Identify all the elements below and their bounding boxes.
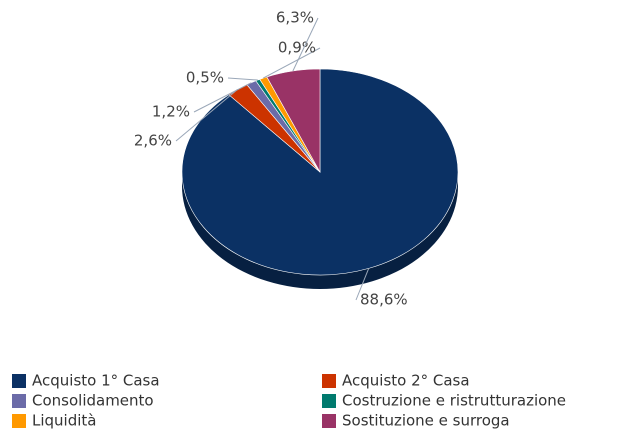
legend-swatch (12, 374, 26, 388)
legend-label: Costruzione e ristrutturazione (342, 392, 566, 410)
label-connector (292, 17, 319, 72)
legend-swatch (322, 374, 336, 388)
label-connector (193, 82, 252, 113)
legend-label: Consolidamento (32, 392, 154, 410)
data-label: 0,9% (278, 39, 316, 57)
legend-label: Sostituzione e surroga (342, 412, 510, 430)
label-connector (175, 89, 238, 142)
label-connector (355, 268, 370, 301)
legend-label: Liquidità (32, 412, 96, 430)
data-label: 6,3% (276, 9, 314, 27)
legend-label: Acquisto 2° Casa (342, 372, 470, 390)
legend-label: Acquisto 1° Casa (32, 372, 160, 390)
pie-slice (181, 68, 459, 276)
data-label: 2,6% (134, 132, 172, 150)
data-label: 0,5% (186, 69, 224, 87)
legend-swatch (322, 394, 336, 408)
legend-swatch (12, 394, 26, 408)
data-label: 88,6% (360, 291, 408, 309)
legend-swatch (322, 414, 336, 428)
legend-swatch (12, 414, 26, 428)
label-connector (227, 77, 258, 81)
data-label: 1,2% (152, 103, 190, 121)
label-connector (263, 47, 321, 79)
